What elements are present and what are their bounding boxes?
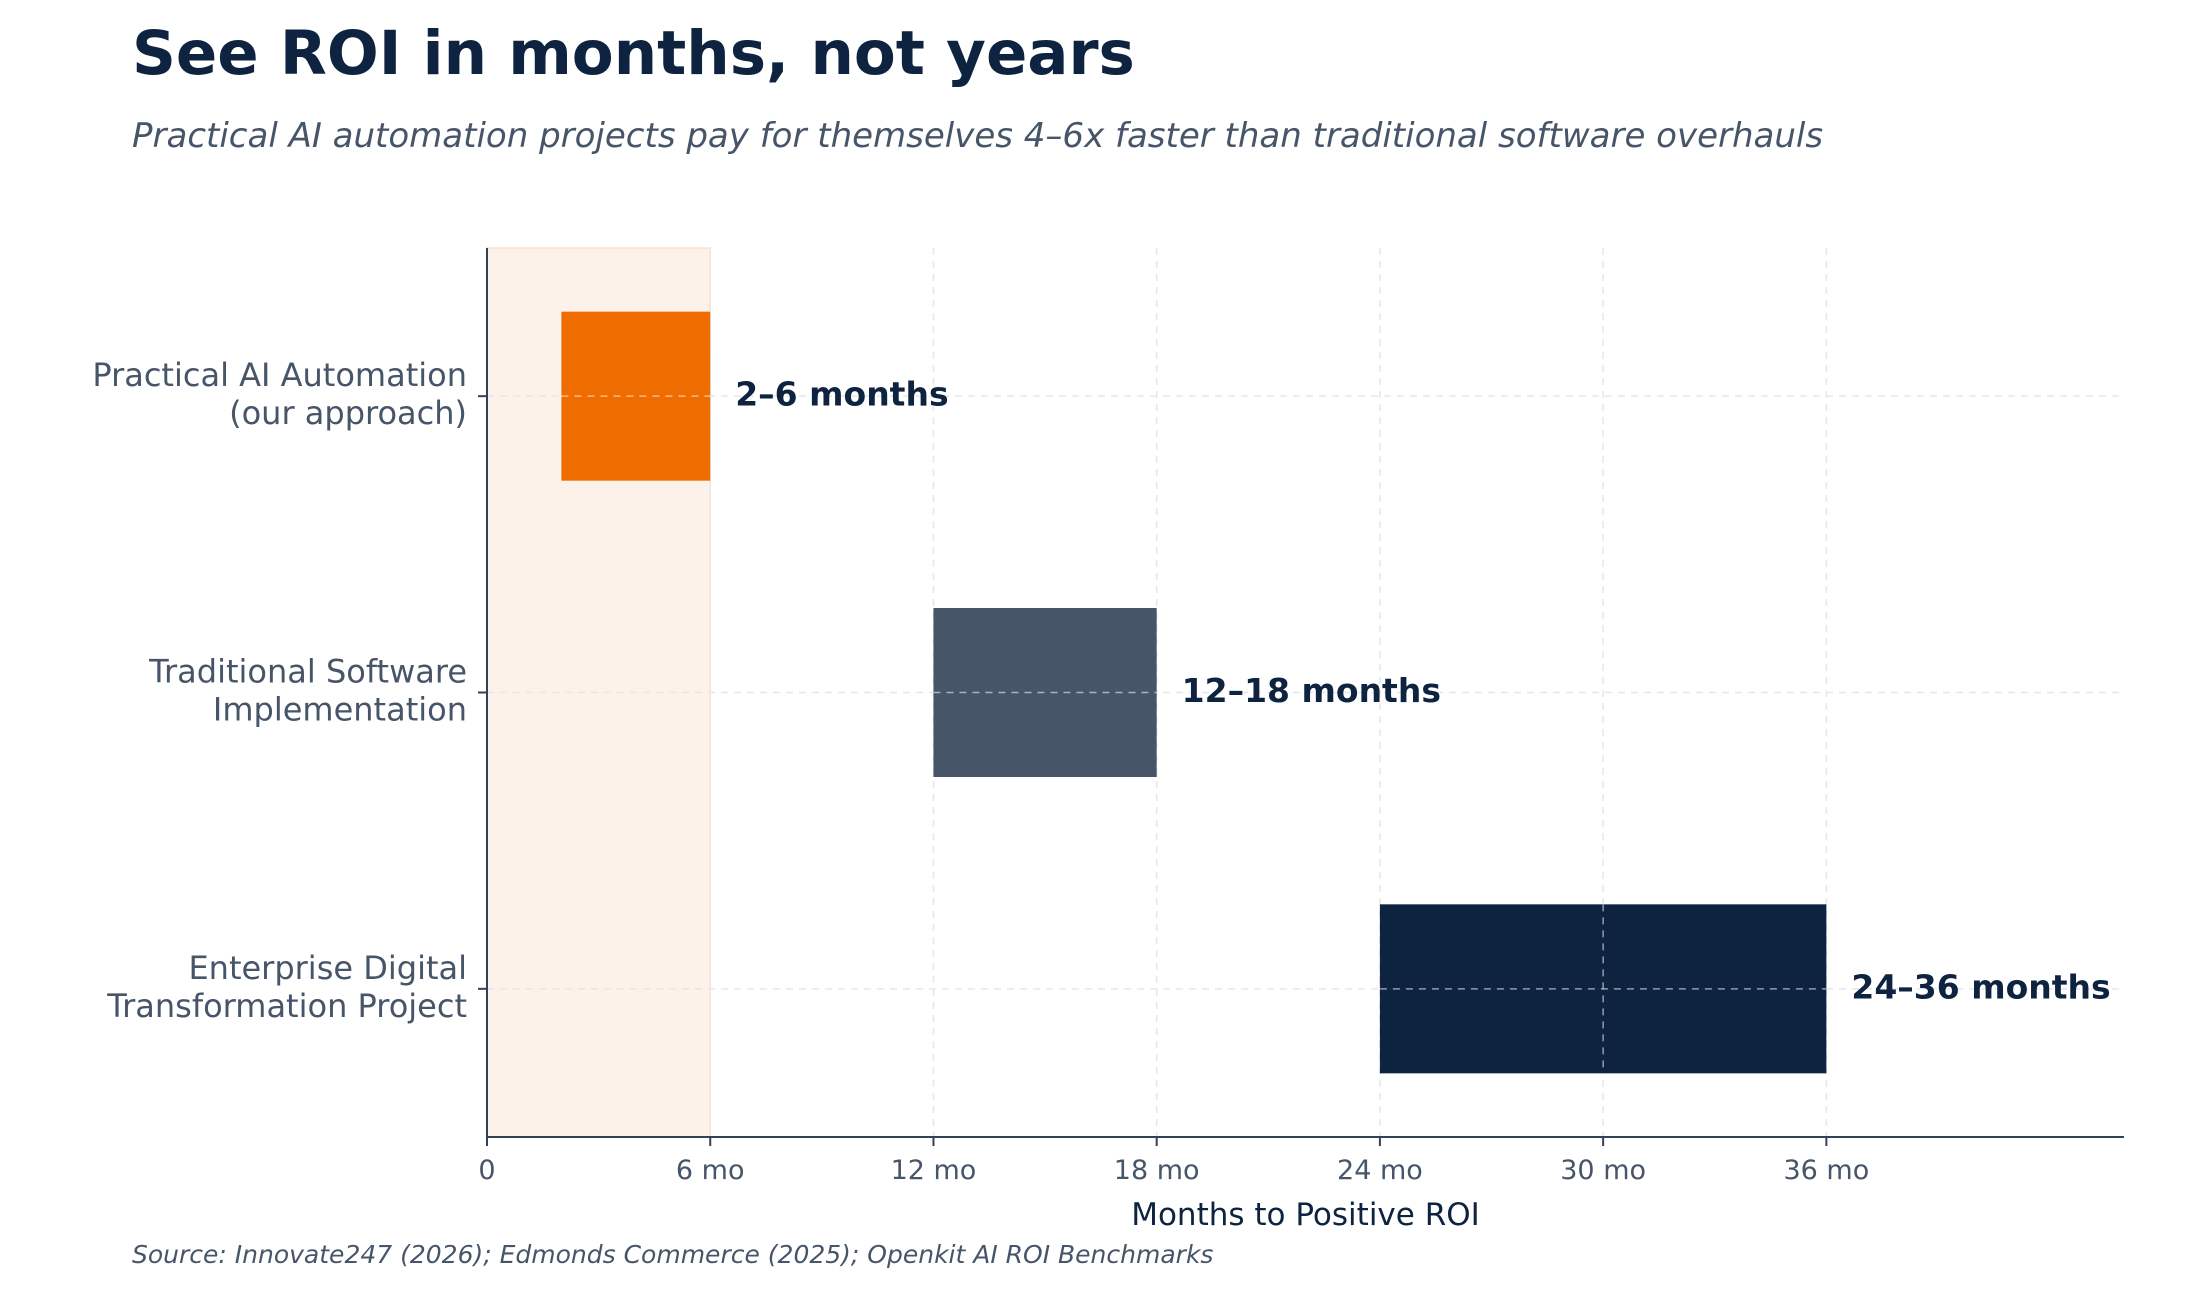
chart-subtitle: Practical AI automation projects pay for… [132, 116, 1824, 156]
source-note: Source: Innovate247 (2026); Edmonds Comm… [132, 1240, 1214, 1269]
chart-title: See ROI in months, not years [132, 18, 1135, 89]
category-label: Traditional Software [148, 653, 467, 691]
x-tick-label: 30 mo [1560, 1155, 1646, 1186]
category-label: (our approach) [229, 394, 467, 432]
x-tick-label: 24 mo [1337, 1155, 1423, 1186]
x-axis-label: Months to Positive ROI [1131, 1197, 1480, 1233]
category-label: Enterprise Digital [188, 949, 467, 987]
range-bar [561, 311, 711, 481]
category-label: Transformation Project [106, 987, 467, 1025]
x-tick-label: 6 mo [676, 1155, 745, 1186]
x-tick-label: 12 mo [891, 1155, 977, 1186]
data-label: 2–6 months [735, 375, 948, 414]
data-label: 12–18 months [1182, 671, 1441, 710]
x-tick-label: 0 [478, 1155, 495, 1186]
x-tick-label: 18 mo [1114, 1155, 1200, 1186]
x-tick-label: 36 mo [1783, 1155, 1869, 1186]
category-label: Implementation [213, 691, 467, 729]
data-label: 24–36 months [1851, 967, 2110, 1006]
category-label: Practical AI Automation [92, 356, 467, 394]
range-bar [933, 608, 1157, 777]
